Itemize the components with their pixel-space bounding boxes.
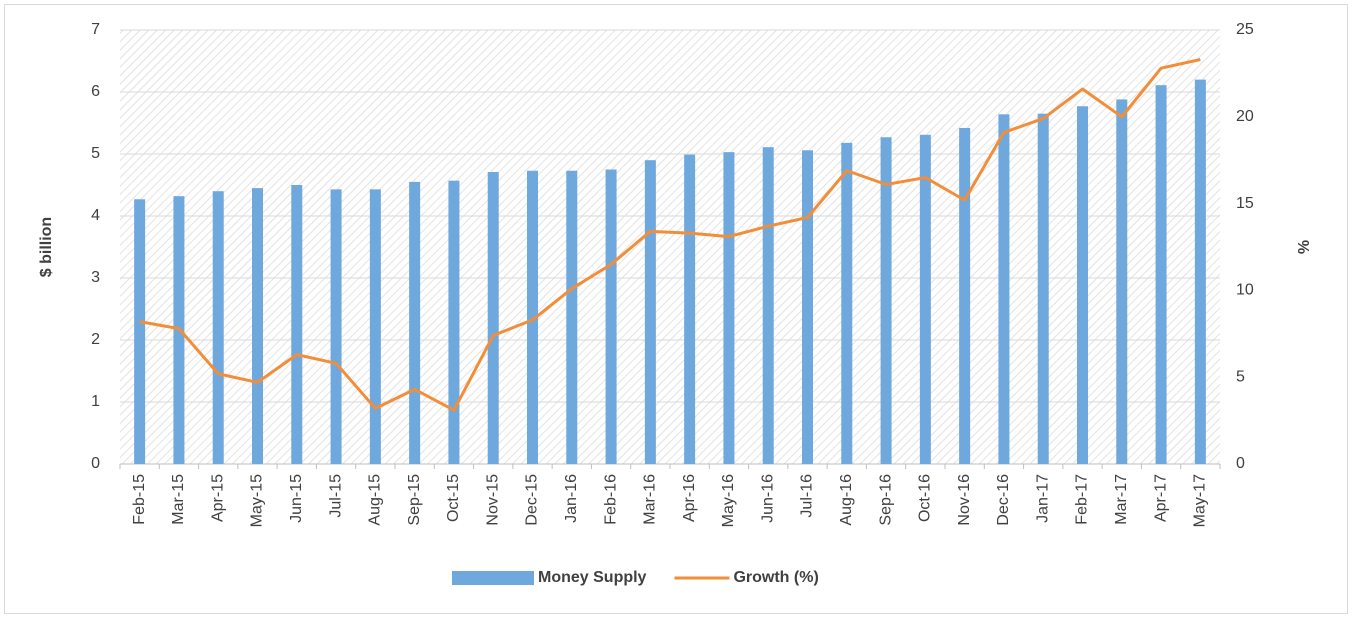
bar <box>802 150 813 464</box>
bar <box>212 191 224 464</box>
x-tick-label: Jan-17 <box>1034 474 1051 523</box>
x-tick-label: May-15 <box>249 474 266 527</box>
line <box>139 58 1201 412</box>
y-tick-label: 4 <box>91 207 100 224</box>
y2-axis-title: % <box>1296 240 1313 254</box>
x-tick-label: Apr-17 <box>1152 474 1169 522</box>
x-tick-label: Mar-15 <box>170 474 187 525</box>
y-tick-label: 2 <box>91 331 100 348</box>
y-tick-label: 0 <box>91 455 100 472</box>
x-tick-label: Apr-15 <box>209 474 226 522</box>
x-tick-label: Sep-15 <box>406 474 423 526</box>
x-tick-label: Nov-16 <box>956 474 973 526</box>
bar <box>448 180 460 464</box>
x-tick-label: Feb-16 <box>602 474 619 525</box>
bar <box>1077 106 1088 464</box>
bar <box>684 154 696 464</box>
bar <box>369 189 381 464</box>
x-tick-label: Oct-16 <box>917 474 934 522</box>
x-tick-label: Nov-15 <box>484 474 501 526</box>
y-tick-label: 5 <box>91 145 100 162</box>
bar <box>959 127 971 465</box>
legend-swatch <box>452 571 534 585</box>
x-tick-label: May-17 <box>1192 474 1209 527</box>
bar <box>880 137 892 464</box>
x-tick-label: Aug-15 <box>367 474 384 526</box>
x-tick-label: Feb-17 <box>1074 474 1091 525</box>
x-tick-label: Jan-16 <box>563 474 580 523</box>
x-tick-label: Jul-16 <box>799 474 816 518</box>
x-tick-label: Jun-15 <box>288 474 305 523</box>
bar <box>762 147 774 464</box>
x-tick-label: Apr-16 <box>681 474 698 522</box>
y2-tick-label: 20 <box>1236 108 1254 125</box>
plot-background <box>120 30 1220 464</box>
x-tick-label: Dec-15 <box>524 474 541 526</box>
x-tick-label: Mar-16 <box>642 474 659 525</box>
bar <box>1155 85 1167 465</box>
bar <box>527 170 538 465</box>
x-tick-label: Jun-16 <box>759 474 776 523</box>
y-tick-label: 7 <box>91 21 100 38</box>
bar <box>1194 79 1206 464</box>
bar <box>134 199 146 464</box>
y-axis-title: $ billion <box>38 217 55 277</box>
bar <box>998 114 1010 464</box>
bar <box>291 185 303 464</box>
legend-label: Growth (%) <box>733 569 818 586</box>
y2-tick-label: 15 <box>1236 195 1254 212</box>
bar <box>605 169 617 464</box>
x-tick-label: Oct-15 <box>445 474 462 522</box>
y-tick-label: 3 <box>91 269 100 286</box>
bar <box>330 189 342 464</box>
bar <box>487 171 499 465</box>
y-tick-label: 1 <box>91 393 100 410</box>
x-tick-label: Aug-16 <box>838 474 855 526</box>
y2-tick-label: 5 <box>1236 368 1245 385</box>
y2-tick-label: 10 <box>1236 282 1254 299</box>
y-tick-label: 6 <box>91 83 100 100</box>
bar <box>1037 113 1049 464</box>
bar <box>841 142 853 464</box>
chart-border <box>4 4 1348 614</box>
x-tick-label: Jul-15 <box>327 474 344 518</box>
legend-label: Money Supply <box>538 569 647 586</box>
bar <box>1116 99 1128 464</box>
x-tick-label: Mar-17 <box>1113 474 1130 525</box>
bar <box>252 188 263 464</box>
y2-tick-label: 25 <box>1236 21 1254 38</box>
x-tick-label: May-16 <box>720 474 737 527</box>
x-tick-label: Dec-16 <box>995 474 1012 526</box>
bar <box>409 181 421 464</box>
x-tick-label: Feb-15 <box>131 474 148 525</box>
bar <box>723 152 735 464</box>
x-tick-label: Sep-16 <box>877 474 894 526</box>
bar <box>919 134 931 464</box>
bar <box>644 160 656 464</box>
y2-tick-label: 0 <box>1236 455 1245 472</box>
bar <box>566 170 578 465</box>
